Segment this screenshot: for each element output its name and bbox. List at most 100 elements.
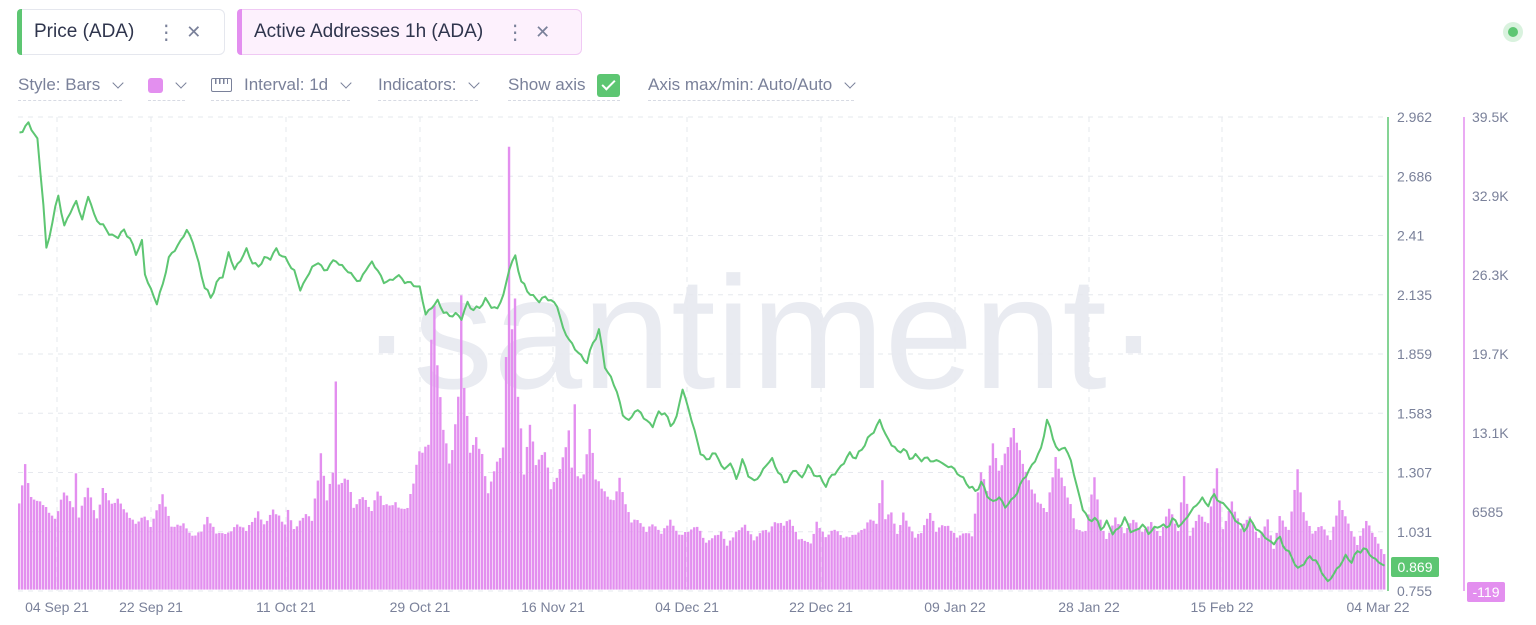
active-addresses-bar: [200, 531, 203, 590]
active-addresses-bar: [967, 533, 971, 590]
style-label: Style: Bars: [18, 75, 101, 94]
active-addresses-bar: [355, 504, 358, 590]
active-addresses-bar: [800, 538, 803, 590]
close-icon[interactable]: ✕: [535, 21, 551, 42]
active-addresses-bar: [340, 482, 343, 590]
axis-maxmin-dropdown[interactable]: Axis max/min: Auto/Auto: [648, 70, 856, 101]
active-addresses-bar: [1236, 518, 1240, 590]
active-addresses-bar: [242, 527, 245, 590]
color-dropdown[interactable]: [148, 70, 187, 101]
active-addresses-bar: [988, 465, 992, 590]
active-addresses-bar: [107, 500, 110, 590]
active-addresses-bar: [1147, 526, 1150, 590]
active-addresses-bar: [1329, 539, 1332, 590]
active-addresses-bar: [564, 447, 567, 590]
active-addresses-bar: [421, 452, 424, 590]
active-addresses-bar: [1287, 529, 1290, 590]
active-addresses-bar: [546, 467, 550, 590]
date-tick-label: 09 Jan 22: [924, 599, 986, 615]
active-addresses-bar: [543, 452, 547, 590]
active-addresses-bar: [430, 339, 433, 590]
show-axis-toggle[interactable]: Show axis: [508, 70, 621, 101]
active-addresses-bar: [1039, 503, 1042, 590]
active-addresses-bar: [1051, 477, 1054, 590]
active-addresses-bar: [1206, 523, 1210, 590]
active-addresses-bar: [1371, 532, 1374, 590]
active-addresses-bar: [516, 396, 520, 590]
date-tick-label: 11 Oct 21: [256, 599, 316, 615]
active-addresses-bar: [1272, 548, 1275, 590]
price-tick-label: 0.755: [1397, 583, 1432, 599]
active-addresses-bar: [20, 485, 24, 590]
active-addresses-bar: [18, 503, 21, 590]
indicators-dropdown[interactable]: Indicators:: [378, 70, 481, 101]
active-addresses-bar: [376, 491, 379, 590]
active-addresses-bar: [1161, 526, 1165, 590]
active-addresses-bar: [585, 454, 588, 590]
active-addresses-bar: [702, 537, 705, 590]
date-tick-label: 22 Dec 21: [789, 599, 853, 615]
active-addresses-bar: [361, 497, 364, 590]
active-addresses-bar: [1093, 477, 1096, 590]
active-addresses-bar: [1036, 502, 1039, 590]
active-addresses-bar: [50, 515, 54, 590]
active-addresses-bar: [1191, 527, 1195, 590]
active-addresses-bar: [277, 515, 281, 590]
active-addresses-bar: [934, 531, 938, 590]
active-addresses-bar: [743, 524, 747, 590]
active-addresses-bar: [1242, 523, 1246, 590]
active-addresses-bar: [116, 498, 119, 590]
active-addresses-bar: [1257, 537, 1260, 590]
active-addresses-bar: [310, 520, 314, 590]
active-addresses-bar: [1368, 525, 1371, 590]
interval-dropdown[interactable]: Interval: 1d: [211, 70, 352, 101]
active-addresses-bar: [113, 502, 116, 590]
active-addresses-bar: [331, 472, 335, 590]
active-addresses-bar: [385, 504, 388, 590]
active-addresses-bar: [1129, 523, 1132, 590]
active-addresses-bar: [681, 534, 684, 590]
active-addresses-bar: [761, 530, 765, 590]
active-addresses-bar: [1263, 526, 1266, 590]
active-addresses-bar: [920, 533, 923, 590]
active-addresses-bar: [215, 533, 218, 590]
active-addresses-bar: [236, 524, 239, 590]
close-icon[interactable]: ✕: [186, 21, 202, 42]
active-addresses-bar: [1260, 532, 1263, 590]
active-addresses-bar: [1054, 457, 1057, 590]
active-addresses-bar: [704, 542, 708, 590]
active-addresses-bar: [176, 524, 179, 590]
date-tick-label: 15 Feb 22: [1190, 599, 1253, 615]
active-addresses-bar: [687, 531, 690, 590]
active-addresses-bar: [501, 447, 505, 590]
active-addresses-bar: [382, 505, 385, 590]
active-addresses-bar: [1072, 518, 1075, 590]
show-axis-label: Show axis: [508, 75, 586, 94]
active-addresses-bar: [227, 532, 230, 590]
style-dropdown[interactable]: Style: Bars: [18, 70, 124, 101]
checkbox-checked-icon[interactable]: [597, 73, 621, 97]
metric-tab-price[interactable]: Price (ADA) ⋮ ✕: [17, 9, 225, 55]
active-addresses-bar: [946, 525, 950, 590]
active-addresses-bar: [510, 329, 514, 590]
active-addresses-bar: [1173, 523, 1177, 590]
active-addresses-bar: [155, 510, 158, 590]
active-addresses-bar: [137, 521, 140, 590]
active-addresses-bar: [893, 523, 896, 590]
metric-tab-active-addresses[interactable]: Active Addresses 1h (ADA) ⋮ ✕: [237, 9, 582, 55]
active-addresses-bar: [1057, 468, 1060, 590]
active-addresses-bar: [755, 536, 759, 590]
active-addresses-bar: [1108, 532, 1111, 590]
active-addresses-bar: [788, 519, 792, 590]
active-addresses-bar: [878, 503, 881, 590]
active-addresses-bar: [1087, 514, 1090, 590]
active-addresses-bar: [454, 424, 457, 590]
active-addresses-bar: [734, 531, 738, 590]
active-addresses-bar: [929, 513, 932, 590]
active-addresses-bar: [439, 397, 442, 590]
active-addresses-bar: [158, 504, 161, 590]
active-addresses-bar: [164, 506, 167, 590]
active-addresses-bar: [1066, 497, 1069, 590]
active-addresses-bar: [1311, 533, 1314, 590]
